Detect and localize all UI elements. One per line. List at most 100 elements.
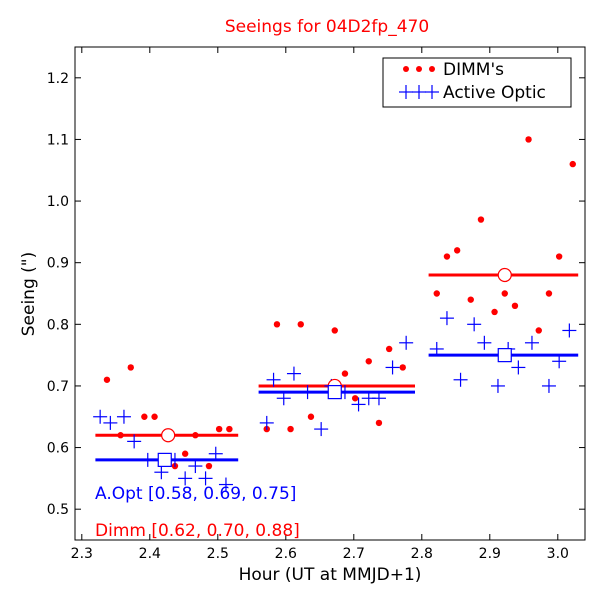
dimm-median-marker [497,267,512,283]
legend-optic-plus [425,85,439,99]
optic-point [399,335,414,350]
legend-dimm-marker [403,66,435,72]
dimm-point [205,462,213,470]
x-tick-label: 2.5 [207,546,229,562]
x-axis-label: Hour (UT at MMJD+1) [239,565,422,585]
dimm-point [443,253,451,260]
dimm-point [501,290,508,297]
dimm-point [477,216,485,223]
legend-optic-marker [399,85,439,99]
optic-point [218,477,233,492]
x-tick-label: 2.6 [275,546,297,562]
dimm-point [399,364,406,371]
optic-point [453,372,468,387]
dimm-point [467,296,474,303]
optic-point [490,378,505,393]
legend-optic-plus [399,85,413,99]
legend-dimm-dot [416,66,422,72]
dimm-point [341,370,349,377]
dimm-point [545,290,553,297]
dimm-point [215,425,223,433]
optic-point [188,459,203,474]
dimm-point [331,327,338,334]
axis-ticks: 2.3 2.4 2.5 2.6 2.7 2.8 2.9 3.0 0.5 0.6 0.7 0.8 0.9 1… [47,47,585,562]
optic-point [541,378,556,393]
dimm-point [491,308,498,316]
optic-point [178,471,193,486]
chart-title: Seeings for 04D2fp_470 [225,17,429,37]
optic-median-marker [327,385,342,400]
optic-point [259,415,274,430]
optic-point [208,446,223,461]
dimm-point [273,321,281,328]
optic-point [524,335,539,350]
legend-box [382,57,572,108]
y-tick-label: 0.8 [47,317,69,333]
legend-optic-plus [412,85,426,99]
optic-point [116,409,131,424]
dimm-point [141,413,148,420]
optic-point [562,323,577,338]
dimm-point [103,376,111,383]
x-tick-label: 2.9 [479,546,501,562]
dimm-point [192,432,199,439]
optic-point [351,397,366,412]
legend-dimm-label: DIMM's [443,60,504,80]
optic-point [266,372,281,387]
optic-point [552,354,567,369]
legend-dimm-dot [429,66,435,72]
dimm-point [151,413,158,420]
optic-point [127,434,142,449]
optic-median-marker [157,452,172,467]
annotation-dimm-medians: Dimm [0.62, 0.70, 0.88] [95,521,300,541]
optic-point [140,452,155,467]
dimm-point [569,160,576,168]
x-tick-label: 2.7 [343,546,365,562]
y-tick-label: 0.7 [47,379,69,395]
x-tick-label: 2.4 [139,546,161,562]
dimm-point [433,290,440,297]
y-tick-label: 1.0 [47,194,69,210]
x-tick-label: 3.0 [547,546,569,562]
dimm-point [555,253,563,260]
optic-point [467,317,482,332]
dimm-point [287,425,294,433]
optic-point [154,465,169,480]
optic-point [385,360,400,375]
dimm-point [535,327,542,334]
dimm-point [375,419,383,427]
dimm-point [365,358,372,365]
annotation-aopt-medians: A.Opt [0.58, 0.69, 0.75] [95,484,296,504]
legend-optic-label: Active Optic [443,83,546,103]
dimm-point [181,450,189,457]
dimm-point [297,321,304,328]
plot-frame [74,46,586,541]
optic-point [103,415,118,430]
optic-point [371,391,386,406]
optic-median-marker [497,348,512,363]
dimm-point [351,395,359,402]
x-tick-label: 2.8 [411,546,433,562]
y-tick-label: 1.2 [47,71,69,87]
y-tick-label: 0.5 [47,502,69,518]
optic-point [429,341,444,356]
dimm-point [453,247,461,254]
x-tick-label: 2.3 [71,546,93,562]
optic-point [276,391,291,406]
optic-point [439,311,454,326]
dimm-point [525,136,532,143]
dimm-point [127,364,134,371]
dimm-point [511,302,519,310]
optic-point [93,409,108,424]
y-tick-label: 0.6 [47,441,69,457]
dimm-point [307,413,315,420]
dimm-point [117,432,124,439]
optic-point [198,471,213,486]
dimm-point [226,425,233,433]
plot-area [93,136,579,492]
dimm-point [385,345,393,353]
optic-point [286,366,301,381]
legend: DIMM's Active Optic [382,57,572,108]
optic-point [314,422,329,437]
